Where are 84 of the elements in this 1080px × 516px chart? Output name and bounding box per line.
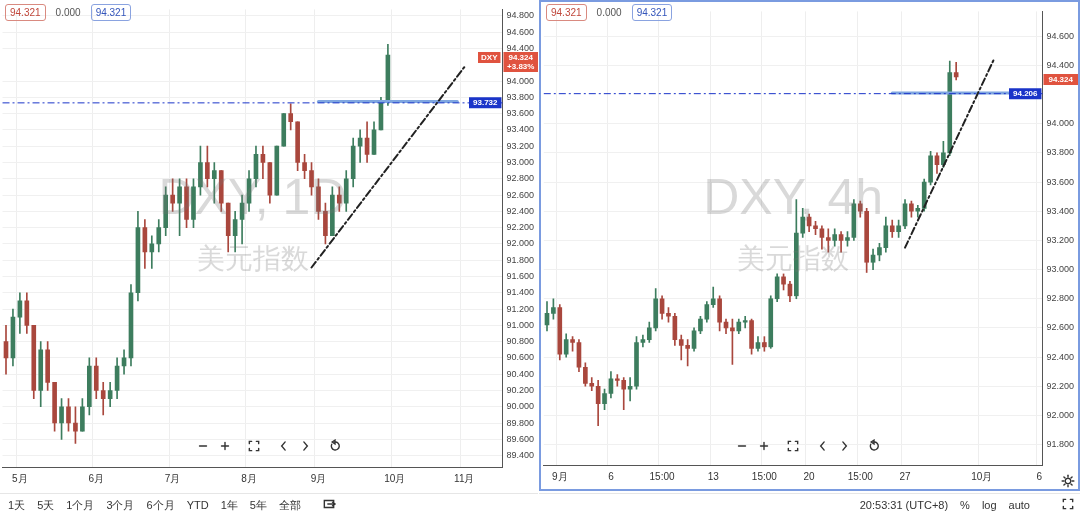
y-tick-label: 90.600: [506, 352, 534, 363]
x-tick-label: 6: [1036, 470, 1043, 482]
y-tick-label: 91.800: [506, 254, 534, 265]
y-tick-label: 93.400: [506, 124, 534, 135]
y-tick-label: 90.200: [506, 384, 534, 395]
x-tick-label: 7月: [164, 472, 181, 484]
y-tick-label: 94.400: [506, 42, 534, 53]
y-tick-label: 89.800: [506, 417, 534, 428]
text: 20:53:31 (UTC+8): [859, 499, 949, 511]
text: 94.324: [1048, 74, 1074, 84]
text: 6个月: [146, 497, 175, 513]
y-tick-label: 91.600: [506, 270, 534, 281]
y-tick-label: 94.000: [1046, 118, 1074, 129]
annotation: 0.000: [595, 6, 623, 20]
text: 1年: [220, 497, 238, 513]
x-tick-label: 27: [899, 470, 912, 482]
text: 5年: [249, 497, 267, 513]
text: %: [960, 499, 970, 511]
y-tick-label: 91.200: [506, 303, 534, 314]
x-tick-label: 10月: [971, 470, 993, 482]
y-tick-label: 92.200: [506, 222, 534, 233]
y-tick-label: 92.600: [506, 189, 534, 200]
y-tick-label: 93.800: [506, 91, 534, 102]
y-tick-label: 89.600: [506, 433, 534, 444]
y-tick-label: 92.600: [1046, 322, 1074, 333]
text: 全部: [278, 497, 301, 513]
y-tick-label: 92.000: [1046, 409, 1074, 420]
text: 1天: [8, 497, 26, 513]
x-tick-label: 20: [803, 470, 816, 482]
y-tick-label: 90.800: [506, 336, 534, 347]
y-tick-label: 93.000: [506, 156, 534, 167]
x-tick-label: 11月: [454, 472, 475, 484]
x-tick-label: 9月: [552, 470, 568, 482]
y-tick-label: 92.400: [1046, 351, 1074, 362]
y-tick-label: 92.800: [506, 173, 534, 184]
x-tick-label: 6: [608, 470, 615, 482]
x-tick-label: 15:00: [649, 470, 676, 482]
text: 1个月: [66, 497, 95, 513]
ref-line-label: 93.732: [473, 98, 499, 108]
candlestick: [742, 315, 748, 329]
y-tick-label: 93.600: [506, 108, 534, 119]
y-tick-label: 91.800: [1046, 439, 1074, 450]
x-tick-label: 9月: [310, 472, 327, 484]
y-tick-label: 94.600: [1046, 30, 1074, 41]
annotation: 94.321: [631, 4, 673, 21]
ref-line-label: 94.206: [1013, 88, 1039, 98]
y-tick-label: 93.800: [1046, 147, 1074, 158]
annotation: 94.321: [90, 4, 132, 21]
text: 94.324 +3.83%: [507, 52, 535, 71]
y-tick-label: 93.400: [1046, 205, 1074, 216]
annotation: DXY: [481, 52, 499, 62]
x-tick-label: 6月: [88, 472, 105, 484]
y-tick-label: 93.200: [506, 140, 534, 151]
text: 3个月: [106, 497, 135, 513]
x-tick-label: 15:00: [751, 470, 778, 482]
y-tick-label: 93.000: [1046, 264, 1074, 275]
y-tick-label: 92.200: [1046, 380, 1074, 391]
y-tick-label: 94.000: [506, 75, 534, 86]
text: auto: [1008, 499, 1030, 511]
y-tick-label: 92.000: [506, 238, 534, 249]
y-tick-label: 93.200: [1046, 234, 1074, 245]
x-tick-label: 5月: [12, 472, 28, 484]
y-tick-label: 93.600: [1046, 176, 1074, 187]
y-tick-label: 90.000: [506, 401, 534, 412]
text: YTD: [186, 499, 209, 511]
y-tick-label: 91.400: [506, 287, 534, 298]
y-tick-label: 89.400: [506, 450, 534, 461]
y-tick-label: 94.400: [1046, 59, 1074, 70]
x-tick-label: 8月: [241, 472, 257, 484]
x-tick-label: 10月: [384, 472, 406, 484]
y-tick-label: 91.000: [506, 319, 534, 330]
annotation: 0.000: [54, 6, 82, 20]
x-tick-label: 13: [707, 470, 720, 482]
text: log: [981, 499, 997, 511]
annotation: 94.321: [546, 4, 587, 21]
y-tick-label: 94.800: [506, 10, 534, 21]
x-tick-label: 15:00: [847, 470, 874, 482]
y-tick-label: 92.400: [506, 205, 534, 216]
text: 5天: [37, 497, 55, 513]
y-tick-label: 92.800: [1046, 293, 1074, 304]
annotation: 94.321: [5, 4, 46, 21]
y-tick-label: 90.400: [506, 368, 534, 379]
y-tick-label: 94.600: [506, 26, 534, 37]
candlestick: [149, 235, 155, 269]
